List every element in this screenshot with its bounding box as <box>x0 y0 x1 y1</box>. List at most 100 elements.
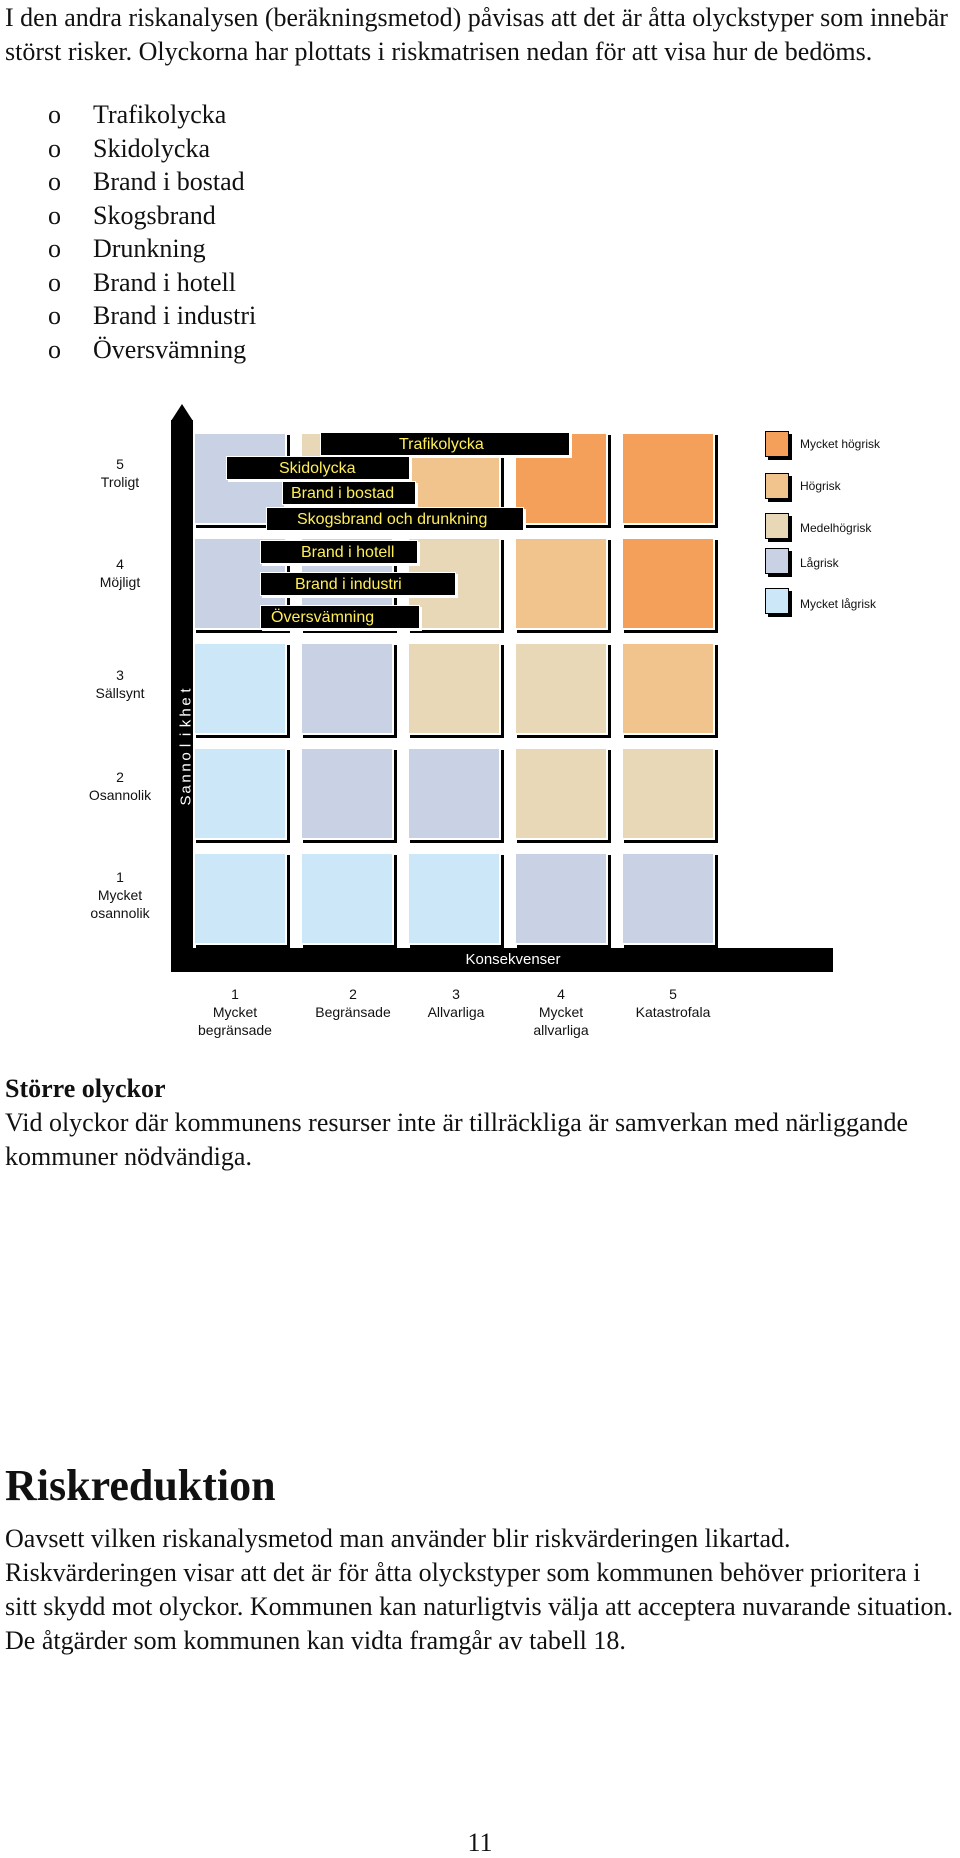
list-item: o Brand i bostad <box>48 165 256 199</box>
tag-oversvamning: Översvämning <box>260 605 420 629</box>
row-name: Troligt <box>100 474 140 490</box>
legend-swatch-very-high <box>765 431 789 457</box>
list-item: o Skogsbrand <box>48 199 256 233</box>
x-axis-label: Konsekvenser <box>465 951 561 968</box>
row-name: Sällsynt <box>95 685 145 701</box>
y-axis-bar <box>171 420 193 972</box>
risk-cell-1-2 <box>300 852 394 945</box>
col-name: Mycket allvarliga <box>533 1004 589 1038</box>
bullet-marker: o <box>48 167 61 196</box>
risk-cell-1-3 <box>407 852 501 945</box>
accident-type-list: o Trafikolycka o Skidolycka o Brand i bosta… <box>48 98 256 366</box>
row-label-2: 2 Osannolik <box>70 768 170 804</box>
risk-cell-1-1 <box>193 852 287 945</box>
row-label-3: 3 Sällsynt <box>70 666 170 702</box>
list-item-label: Trafikolycka <box>93 100 227 129</box>
col-label-4: 4 Mycket allvarliga <box>501 985 621 1039</box>
risk-cell-2-1 <box>193 747 287 840</box>
list-item-label: Skogsbrand <box>93 200 216 230</box>
row-name: Mycket osannolik <box>90 887 150 921</box>
legend-label-very-low: Mycket lågrisk <box>800 597 877 611</box>
list-item-label: Brand i industri <box>93 301 257 330</box>
list-item: o Trafikolycka <box>48 98 256 132</box>
risk-cell-1-5 <box>621 852 715 945</box>
tag-trafikolycka: Trafikolycka <box>320 432 570 456</box>
col-name: Katastrofala <box>635 1004 711 1020</box>
risk-cell-2-4 <box>514 747 608 840</box>
row-label-5: 5 Troligt <box>70 455 170 491</box>
col-label-1: 1 Mycket begränsade <box>175 985 295 1039</box>
legend-label-low: Lågrisk <box>800 556 839 570</box>
page-number: 11 <box>467 1828 493 1857</box>
legend-label-medium: Medelhögrisk <box>800 521 872 535</box>
y-axis-letter: S <box>177 795 195 806</box>
row-number: 4 <box>116 556 124 572</box>
tag-brand-i-bostad: Brand i bostad <box>282 481 416 505</box>
legend-swatch-high <box>765 473 789 499</box>
bullet-marker: o <box>48 301 61 330</box>
list-item: o Skidolycka <box>48 132 256 166</box>
row-name: Möjligt <box>99 574 141 590</box>
col-number: 3 <box>452 986 460 1002</box>
col-name: Begränsade <box>315 1004 391 1020</box>
col-number: 1 <box>231 986 239 1002</box>
list-item: o Översvämning <box>48 333 256 367</box>
intro-paragraph: I den andra riskanalysen (beräkningsmeto… <box>5 3 948 66</box>
large-accidents-paragraph: Vid olyckor där kommunens resurser inte … <box>5 1108 909 1171</box>
risk-cell-3-5 <box>621 642 715 735</box>
row-number: 5 <box>116 456 124 472</box>
section-heading-risk-reduction: Riskreduktion <box>5 1461 276 1510</box>
tag-skidolycka: Skidolycka <box>226 456 410 480</box>
tag-skogsbrand-drunkning: Skogsbrand och drunkning <box>266 507 524 531</box>
risk-cell-4-5 <box>621 537 715 630</box>
risk-cell-3-2 <box>300 642 394 735</box>
bullet-marker: o <box>48 133 61 163</box>
row-label-1: 1 Mycket osannolik <box>70 868 170 922</box>
col-number: 5 <box>669 986 677 1002</box>
risk-cell-2-3 <box>407 747 501 840</box>
risk-cell-2-2 <box>300 747 394 840</box>
risk-cell-4-4 <box>514 537 608 630</box>
col-label-2: 2 Begränsade <box>293 985 413 1021</box>
row-label-4: 4 Möjligt <box>70 555 170 591</box>
row-name: Osannolik <box>88 787 152 803</box>
risk-reduction-paragraph: Oavsett vilken riskanalysmetod man använ… <box>5 1524 954 1655</box>
list-item-label: Drunkning <box>93 234 206 263</box>
risk-cell-3-3 <box>407 642 501 735</box>
legend-swatch-low <box>765 548 789 574</box>
col-name: Mycket begränsade <box>198 1004 272 1038</box>
row-number: 2 <box>116 769 124 785</box>
bullet-marker: o <box>48 234 61 263</box>
bullet-marker: o <box>48 100 61 129</box>
row-number: 1 <box>116 869 124 885</box>
list-item-label: Skidolycka <box>93 133 210 163</box>
col-label-3: 3 Allvarliga <box>396 985 516 1021</box>
list-item-label: Översvämning <box>93 334 247 364</box>
risk-cell-3-4 <box>514 642 608 735</box>
bullet-marker: o <box>48 267 61 297</box>
risk-cell-2-5 <box>621 747 715 840</box>
x-axis-bar <box>193 948 833 972</box>
y-axis-arrow-icon <box>171 404 193 421</box>
col-name: Allvarliga <box>427 1004 485 1020</box>
legend-swatch-very-low <box>765 588 789 614</box>
legend-label-very-high: Mycket högrisk <box>800 437 881 451</box>
list-item: o Drunkning <box>48 232 256 266</box>
list-item: o Brand i industri <box>48 299 256 333</box>
row-number: 3 <box>116 667 124 683</box>
risk-cell-1-4 <box>514 852 608 945</box>
bullet-marker: o <box>48 200 61 230</box>
bullet-marker: o <box>48 334 61 364</box>
risk-cell-5-5 <box>621 432 715 525</box>
col-number: 4 <box>557 986 565 1002</box>
col-label-5: 5 Katastrofala <box>613 985 733 1021</box>
list-item-label: Brand i hotell <box>93 267 236 297</box>
list-item: o Brand i hotell <box>48 266 256 300</box>
list-item-label: Brand i bostad <box>93 167 245 196</box>
legend-label-high: Högrisk <box>800 479 841 493</box>
col-number: 2 <box>349 986 357 1002</box>
legend-swatch-medium <box>765 513 789 539</box>
risk-cell-3-1 <box>193 642 287 735</box>
tag-brand-i-hotell: Brand i hotell <box>260 540 418 564</box>
